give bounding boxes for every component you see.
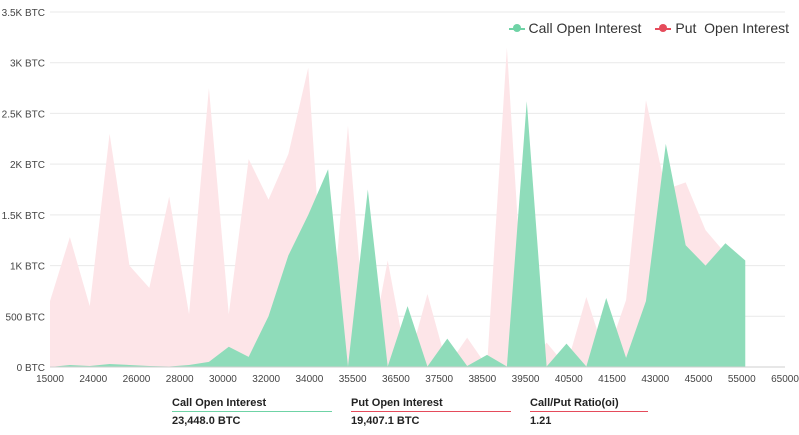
x-tick-label: 35500	[339, 374, 367, 385]
stat-call-oi: Call Open Interest 23,448.0 BTC	[172, 397, 332, 427]
y-tick-label: 3.5K BTC	[2, 8, 45, 19]
x-tick-label: 43000	[641, 374, 669, 385]
legend-put-label: Put Open Interest	[675, 20, 789, 36]
x-tick-label: 37500	[425, 374, 453, 385]
stat-ratio-label: Call/Put Ratio(oi)	[530, 397, 619, 409]
stat-put-oi-underline	[351, 411, 511, 412]
stat-call-oi-underline	[172, 411, 332, 412]
stat-put-oi-label: Put Open Interest	[351, 397, 443, 409]
x-tick-label: 26000	[123, 374, 151, 385]
x-tick-label: 40500	[555, 374, 583, 385]
x-tick-label: 65000	[771, 374, 799, 385]
y-tick-label: 0 BTC	[17, 363, 45, 374]
put-area-series	[50, 47, 726, 367]
legend-item-put[interactable]: Put Open Interest	[655, 20, 789, 36]
chart-legend: Call Open Interest Put Open Interest	[508, 20, 789, 36]
x-tick-label: 39500	[512, 374, 540, 385]
call-marker-dot	[512, 24, 521, 32]
y-tick-label: 2.5K BTC	[2, 109, 45, 120]
x-tick-label: 41500	[598, 374, 626, 385]
x-tick-label: 55000	[728, 374, 756, 385]
x-tick-label: 24000	[79, 374, 107, 385]
x-tick-label: 15000	[36, 374, 64, 385]
open-interest-chart: 0 BTC 500 BTC 1K BTC 1.5K BTC 2K BTC 2.5K BTC…	[2, 8, 799, 385]
stat-put-oi: Put Open Interest 19,407.1 BTC	[351, 397, 511, 427]
legend-item-call[interactable]: Call Open Interest	[508, 20, 642, 36]
put-marker-icon	[655, 24, 672, 32]
y-tick-label: 500 BTC	[6, 312, 45, 323]
stat-put-oi-value: 19,407.1 BTC	[351, 415, 420, 427]
stats-bar: Call Open Interest 23,448.0 BTC Put Open…	[0, 397, 799, 435]
x-tick-label: 38500	[468, 374, 496, 385]
x-tick-label: 30000	[209, 374, 237, 385]
call-marker-icon	[508, 24, 525, 32]
legend-call-label: Call Open Interest	[528, 20, 642, 36]
stat-ratio-underline	[530, 411, 648, 412]
y-tick-label: 3K BTC	[10, 59, 45, 70]
x-tick-label: 34000	[296, 374, 324, 385]
stat-ratio: Call/Put Ratio(oi) 1.21	[530, 397, 648, 427]
call-area-series	[50, 101, 746, 367]
stat-ratio-value: 1.21	[530, 415, 552, 427]
x-tick-label: 45000	[685, 374, 713, 385]
y-tick-label: 1K BTC	[10, 262, 45, 273]
x-tick-label: 32000	[252, 374, 280, 385]
put-marker-dot	[659, 24, 668, 32]
x-tick-label: 28000	[166, 374, 194, 385]
y-tick-label: 1.5K BTC	[2, 211, 45, 222]
x-tick-label: 36500	[382, 374, 410, 385]
stat-call-oi-value: 23,448.0 BTC	[172, 415, 241, 427]
y-tick-label: 2K BTC	[10, 160, 45, 171]
stat-call-oi-label: Call Open Interest	[172, 397, 267, 409]
